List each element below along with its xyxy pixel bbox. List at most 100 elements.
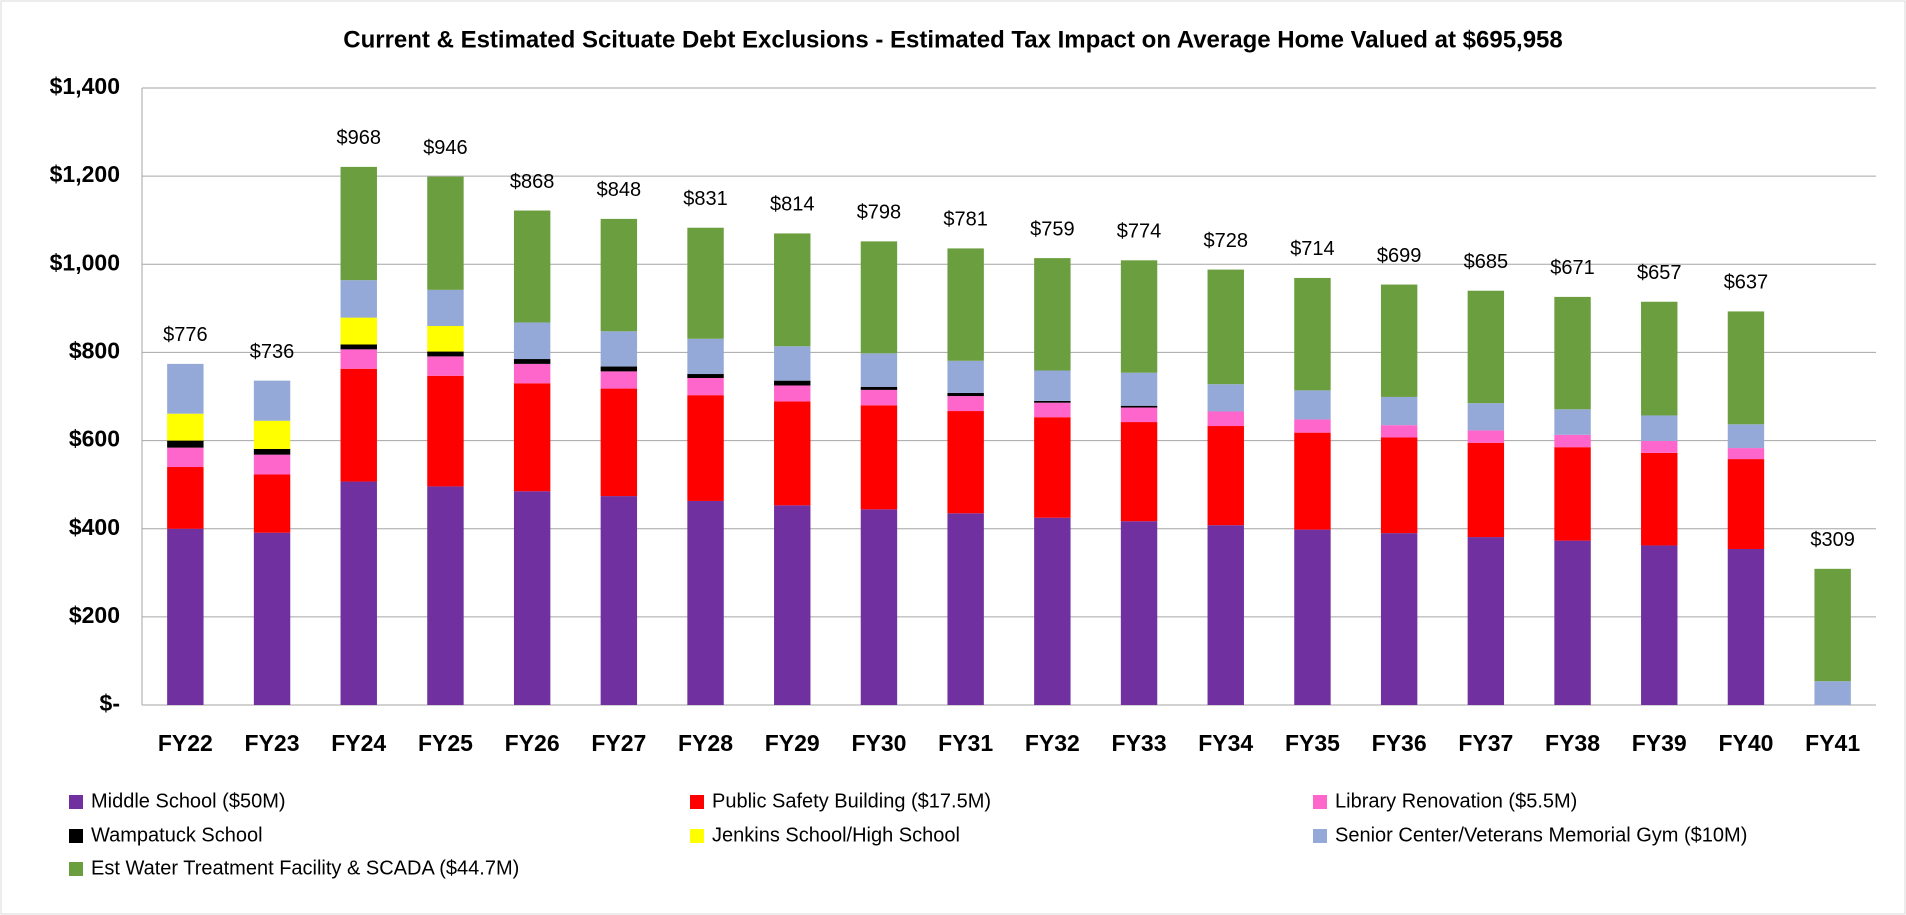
x-tick-label: FY38 (1545, 730, 1600, 756)
bar-segment (947, 513, 984, 705)
bar-label: $728 (1204, 230, 1249, 252)
bar-segment (427, 289, 464, 326)
legend-label: Jenkins School/High School (712, 824, 960, 846)
bar-segment (1467, 290, 1505, 404)
bar-segment (947, 392, 984, 397)
bar-segment (167, 440, 204, 448)
bar-segment (600, 388, 638, 497)
x-tick-label: FY24 (331, 730, 386, 756)
bar-segment (1120, 422, 1158, 522)
y-tick-label: $200 (69, 602, 120, 628)
bar-segment (687, 227, 724, 339)
bar-segment (1554, 447, 1591, 541)
bar-segment (774, 401, 811, 506)
bar-segment (340, 349, 377, 369)
legend-swatch (69, 795, 83, 809)
bar-segment (340, 481, 377, 705)
legend-label: Est Water Treatment Facility & SCADA ($4… (91, 857, 519, 879)
bar-segment (600, 218, 638, 332)
bar-segment (600, 496, 638, 705)
bar-segment (600, 371, 638, 389)
bar-label: $685 (1464, 251, 1509, 273)
x-tick-label: FY40 (1718, 730, 1773, 756)
bar-label: $781 (943, 209, 988, 231)
x-tick-label: FY27 (591, 730, 646, 756)
bar-segment (340, 344, 377, 350)
bar-segment (340, 317, 377, 345)
bar-label: $848 (597, 179, 642, 201)
bar-segment (1207, 411, 1244, 427)
bar-label: $671 (1550, 257, 1595, 279)
bar-segment (1294, 277, 1331, 391)
chart-title: Current & Estimated Scituate Debt Exclus… (343, 26, 1563, 53)
bar-segment (1641, 441, 1678, 453)
bar-segment (340, 166, 377, 281)
bar-segment (774, 380, 811, 386)
bar-segment (774, 346, 811, 381)
bar-label: $868 (510, 171, 555, 193)
bar-segment (1380, 533, 1418, 705)
legend-swatch (690, 795, 704, 809)
bar-segment (600, 331, 638, 367)
legend-label: Middle School ($50M) (91, 790, 286, 812)
bar-segment (427, 486, 464, 705)
legend-label: Senior Center/Veterans Memorial Gym ($10… (1335, 824, 1747, 846)
bar-label: $798 (857, 202, 902, 224)
legend-label: Wampatuck School (91, 824, 263, 846)
bar-segment (1207, 426, 1244, 526)
bar-segment (774, 505, 811, 705)
bar-segment (427, 375, 464, 487)
bar-label: $968 (337, 127, 382, 149)
y-tick-label: $- (100, 690, 120, 716)
x-tick-label: FY41 (1805, 730, 1860, 756)
x-tick-label: FY28 (678, 730, 733, 756)
legend-swatch (690, 829, 704, 843)
bar-segment (947, 396, 984, 412)
bar-label: $759 (1030, 218, 1075, 240)
bar-segment (1727, 548, 1765, 705)
bar-segment (1641, 415, 1678, 442)
y-tick-label: $1,200 (50, 161, 120, 187)
bar-segment (253, 474, 291, 533)
x-tick-label: FY29 (765, 730, 820, 756)
legend-swatch (1313, 795, 1327, 809)
y-tick-label: $1,400 (50, 73, 120, 99)
bar-segment (1034, 517, 1071, 705)
bar-segment (774, 385, 811, 402)
bar-segment (1727, 424, 1765, 449)
x-tick-label: FY23 (245, 730, 300, 756)
bar-segment (1641, 545, 1678, 705)
bar-segment (860, 389, 898, 406)
bar-segment (1380, 425, 1418, 438)
bar-segment (860, 405, 898, 510)
bar-segment (427, 351, 464, 357)
bar-segment (1467, 403, 1505, 431)
bar-segment (1380, 284, 1418, 397)
x-tick-label: FY25 (418, 730, 473, 756)
bar-segment (1120, 372, 1158, 406)
bar-segment (1207, 384, 1244, 412)
y-tick-label: $600 (69, 426, 120, 452)
bar-segment (340, 368, 377, 482)
bar-segment (167, 467, 204, 529)
bar-segment (1467, 537, 1505, 705)
bar-segment (513, 359, 551, 364)
bar-label: $814 (770, 194, 815, 216)
bar-segment (1034, 402, 1071, 418)
bar-segment (513, 383, 551, 492)
x-tick-label: FY31 (938, 730, 993, 756)
bar-segment (1554, 434, 1591, 448)
x-tick-label: FY34 (1198, 730, 1253, 756)
x-tick-label: FY22 (158, 730, 213, 756)
bar-segment (860, 241, 898, 354)
bar-segment (1554, 409, 1591, 435)
bar-segment (1554, 296, 1591, 410)
legend-swatch (1313, 829, 1327, 843)
bar-segment (947, 411, 984, 514)
bar-label: $714 (1290, 238, 1335, 260)
bar-segment (687, 374, 724, 378)
bar-segment (1294, 390, 1331, 420)
bar-segment (1380, 437, 1418, 534)
bar-segment (1207, 525, 1244, 705)
